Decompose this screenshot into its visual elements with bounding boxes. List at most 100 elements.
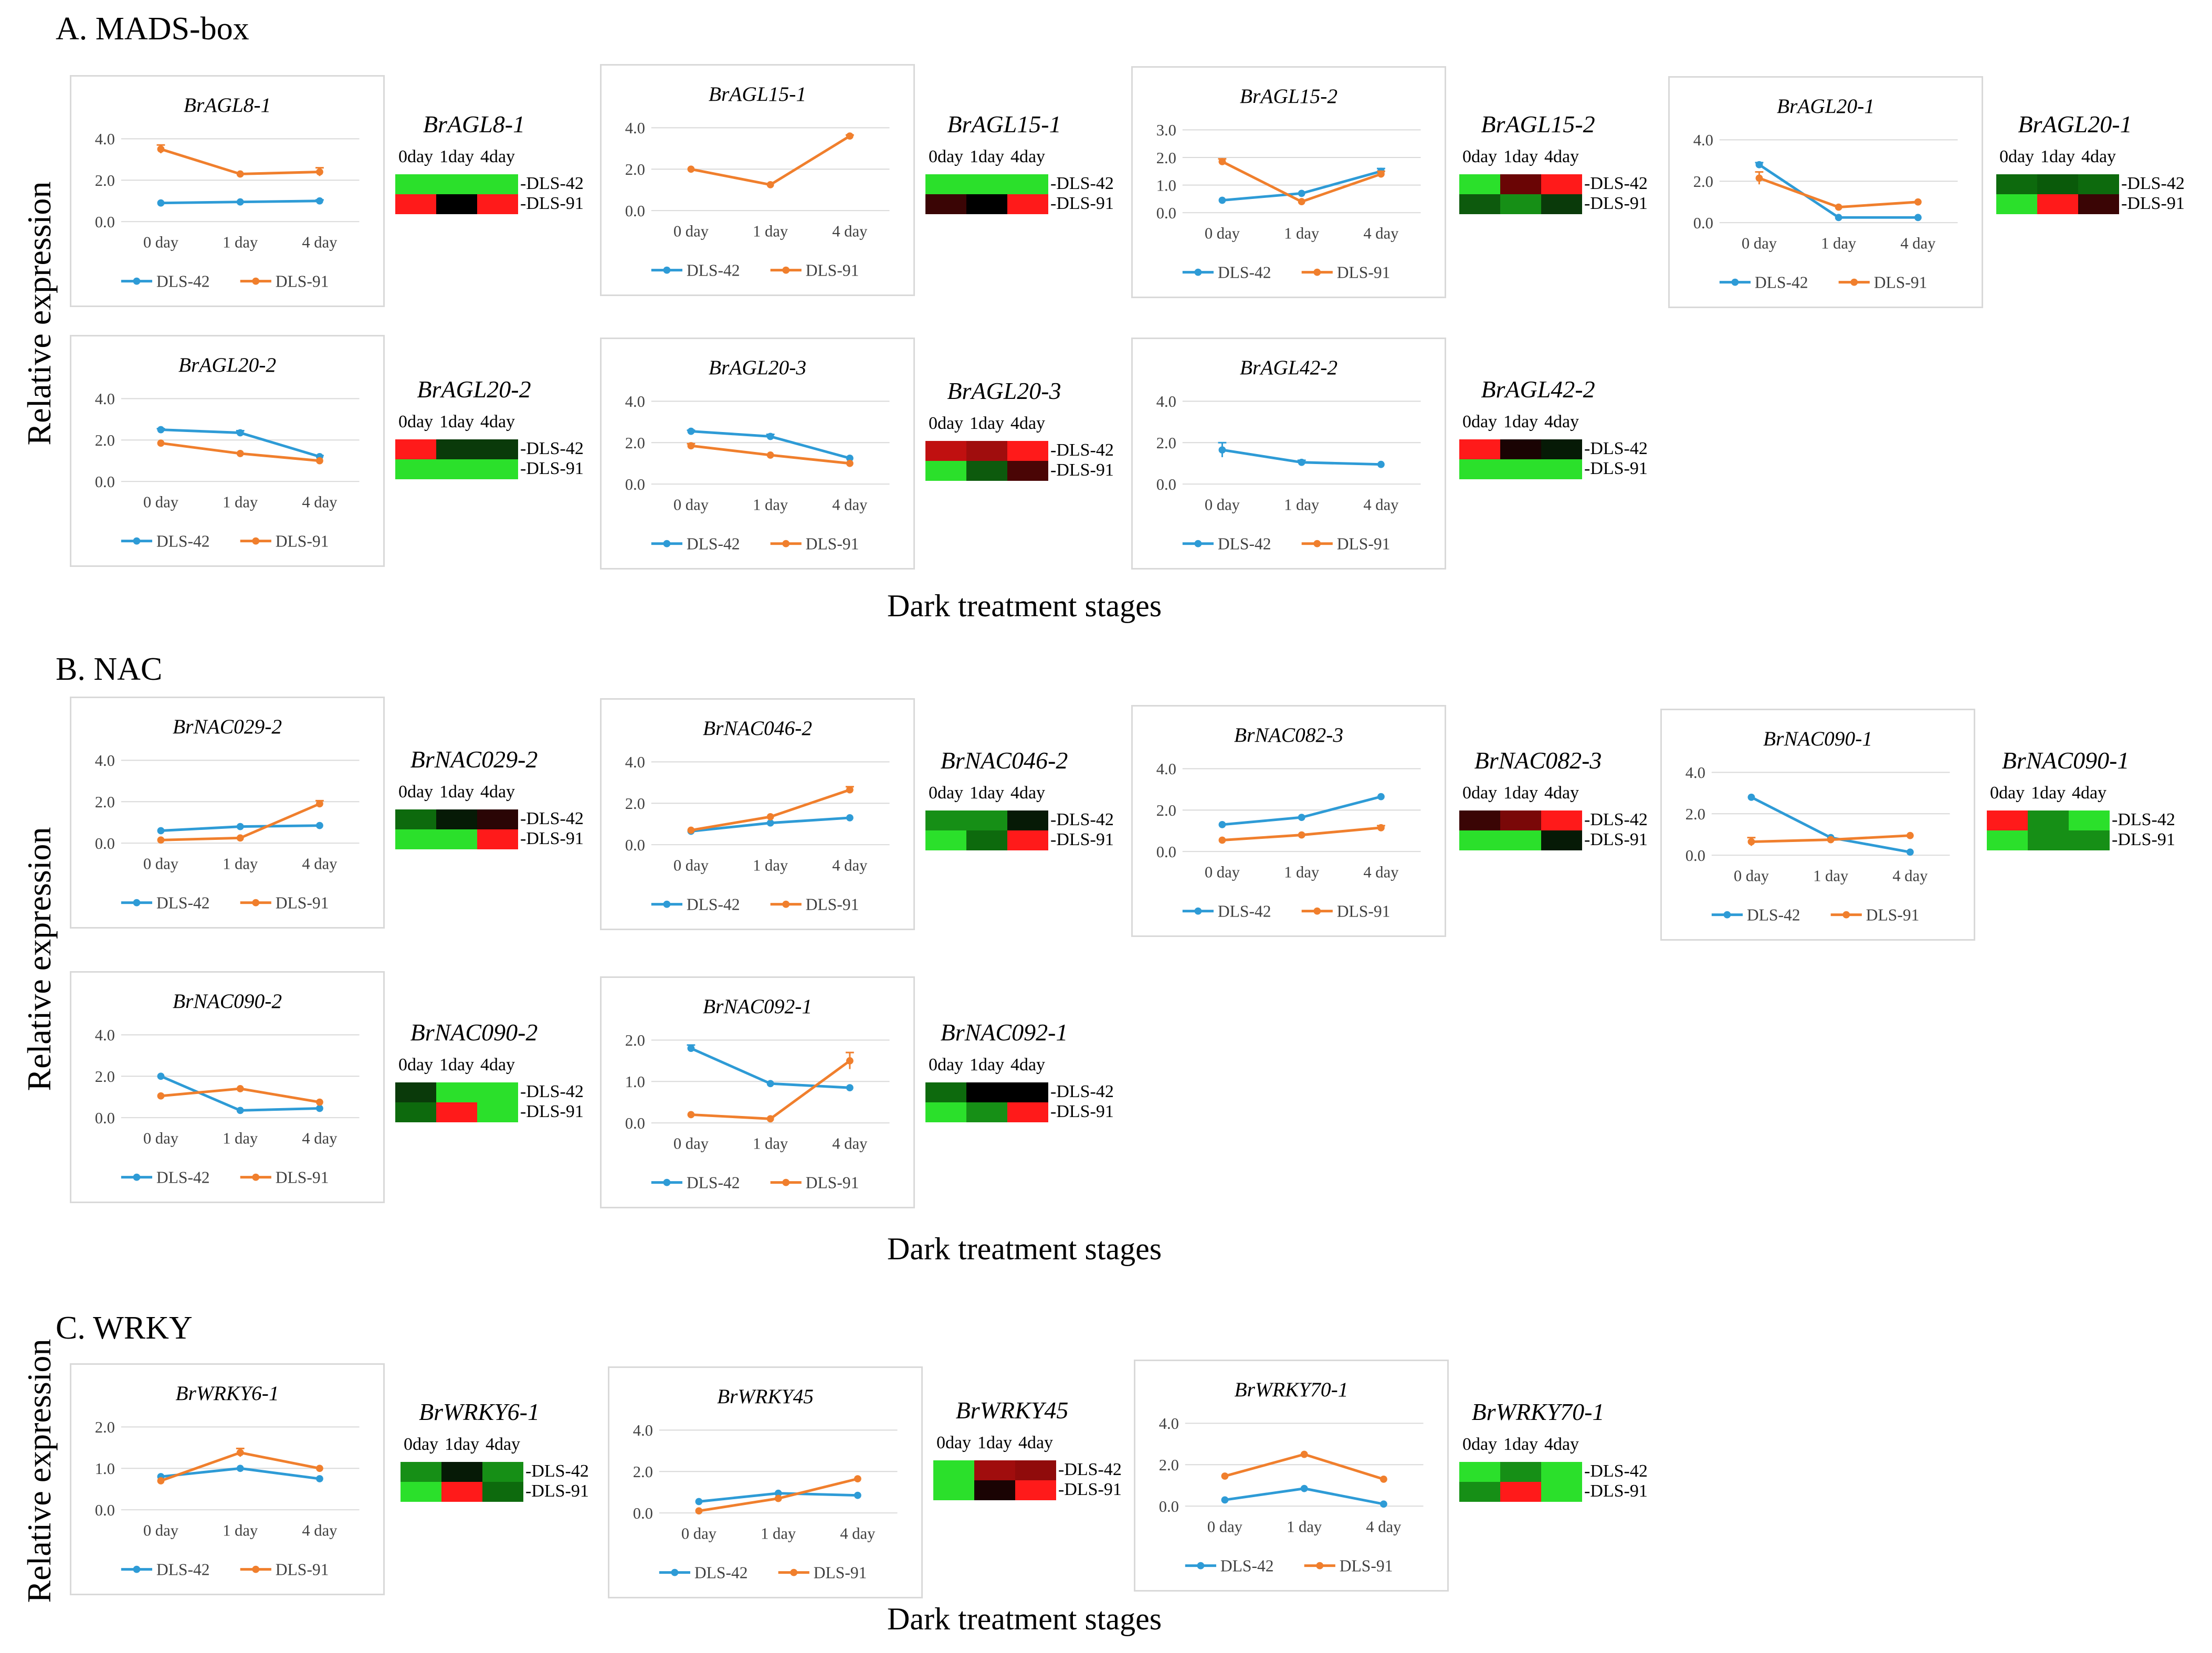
heatmap-title: BrNAC092-1 [940,1019,1068,1046]
legend-marker [1197,1562,1205,1570]
heatmap-cell [436,439,477,459]
heatmap-row-name: DLS-42 [1056,440,1114,460]
y-tick-label: 0.0 [95,1501,115,1519]
chart-title: BrNAC092-1 [703,995,812,1018]
heatmap-title: BrWRKY6-1 [419,1398,540,1425]
heatmap-day-label: 4day [1010,783,1046,803]
data-point [1298,458,1305,466]
heatmap-title: BrAGL42-2 [1481,376,1595,403]
heatmap-cell [1459,439,1500,459]
heatmap-cell [1541,194,1582,214]
x-tick-label: 1 day [753,857,788,875]
heatmap-title: BrNAC046-2 [940,747,1068,774]
heatmap-row-label: -DLS-91 [1050,460,1114,480]
heatmap-row-label: -DLS-42 [1584,439,1648,459]
data-point [846,132,854,140]
heatmap-cell [441,1462,482,1482]
data-point [316,1104,323,1112]
legend-marker [1723,911,1731,919]
y-tick-label: 0.0 [1686,847,1705,865]
heatmap-row-dash: - [1050,830,1057,849]
legend-label: DLS-42 [1218,534,1271,553]
heatmap-row-label: -DLS-91 [1584,459,1648,479]
heatmap: BrAGL8-1 0day 1day 4day -DLS-42 -DLS-91 [395,110,621,215]
heatmap-cell [1541,439,1582,459]
x-tick-label: 1 day [1284,864,1320,881]
heatmap: BrAGL20-3 0day 1day 4day -DLS-42 -DLS-91 [925,377,1151,482]
heatmap-cell [1987,810,2028,830]
heatmap-cell [966,1082,1007,1102]
series-line-dls-91 [1224,1452,1384,1481]
heatmap-title: BrAGL20-3 [947,377,1061,404]
y-tick-label: 4.0 [1156,760,1176,778]
heatmap-row-dash: - [1050,1082,1057,1101]
data-point [1218,821,1226,828]
data-point [236,1449,244,1457]
heatmap-cell [1500,439,1541,459]
heatmap-row-label: -DLS-42 [520,809,584,829]
legend-marker [1731,278,1739,286]
heatmap-cell [1500,459,1541,479]
heatmap-day-labels: 0day 1day 4day [395,412,518,434]
heatmap: BrNAC082-3 0day 1day 4day -DLS-42 -DLS-91 [1459,746,1685,851]
data-point [316,197,323,205]
heatmap-day-labels: 0day 1day 4day [395,1055,518,1077]
heatmap-row-name: DLS-42 [2127,174,2185,193]
heatmap: BrNAC092-1 0day 1day 4day -DLS-42 -DLS-91 [925,1018,1151,1123]
data-point [1218,196,1226,204]
x-tick-label: 1 day [223,234,258,251]
x-tick-label: 0 day [1205,225,1240,243]
legend-marker [133,277,141,285]
heatmap-day-labels: 0day 1day 4day [1996,147,2119,169]
heatmap-cell [1541,830,1582,850]
heatmap-cell [477,829,518,849]
y-tick-label: 0.0 [1159,1498,1179,1515]
data-point [236,170,244,178]
heatmap-row-name: DLS-91 [1590,459,1648,478]
heatmap-row-dash: - [1584,194,1590,213]
heatmap-cell [966,194,1007,214]
heatmap-cell [1500,194,1541,214]
data-point [695,1498,703,1505]
heatmap-cell [1007,810,1048,830]
heatmap-row-label: -DLS-91 [520,1102,584,1122]
heatmap-cell [1996,194,2037,214]
heatmap-row-name: DLS-42 [2118,810,2175,829]
heatmap-cell [925,830,966,850]
heatmap-day-label: 0day [928,783,964,803]
legend-marker [252,1565,260,1573]
heatmap-row-dash: - [1050,810,1057,829]
heatmap-row-name: DLS-91 [1056,830,1114,849]
heatmap-row-name: DLS-91 [526,1102,584,1121]
x-tick-label: 1 day [1821,235,1857,252]
chart-title: BrWRKY70-1 [1235,1378,1349,1401]
data-point [766,1115,774,1123]
x-tick-label: 1 day [753,223,788,240]
heatmap-title: BrAGL8-1 [423,111,525,138]
heatmap-cell [1987,830,2028,850]
y-tick-label: 4.0 [1159,1415,1179,1433]
heatmap-cell [1459,1462,1500,1482]
data-point [695,1507,703,1515]
heatmap-row-dash: - [1058,1480,1065,1499]
data-point [687,427,695,435]
heatmap-day-label: 1day [444,1435,480,1454]
heatmap-row-label: -DLS-91 [1584,194,1648,214]
heatmap: BrNAC090-1 0day 1day 4day -DLS-42 -DLS-91 [1987,746,2212,851]
heatmap-day-labels: 0day 1day 4day [925,1055,1048,1077]
line-chart-svg: BrNAC090-2 0.0 2.0 4.0 0 day 1 day 4 day DLS-42… [95,989,360,1186]
y-tick-label: 1.0 [95,1460,115,1478]
heatmap-cell [1500,1462,1541,1482]
y-tick-label: 2.0 [95,1068,115,1086]
legend-marker [1313,907,1321,915]
heatmap-row-dash: - [2121,174,2127,193]
heatmap-day-label: 4day [480,1055,515,1075]
legend-marker [782,1178,790,1186]
heatmap-day-labels: 0day 1day 4day [925,783,1048,805]
heatmap-row-label: -DLS-91 [520,194,584,214]
heatmap-day-labels: 0day 1day 4day [1459,1435,1582,1457]
legend-marker [252,537,260,545]
line-chart-svg: BrNAC092-1 0.0 1.0 2.0 0 day 1 day 4 day DLS-42… [625,995,890,1192]
data-point [1827,836,1835,844]
heatmap: BrAGL15-1 0day 1day 4day -DLS-42 -DLS-91 [925,110,1151,215]
